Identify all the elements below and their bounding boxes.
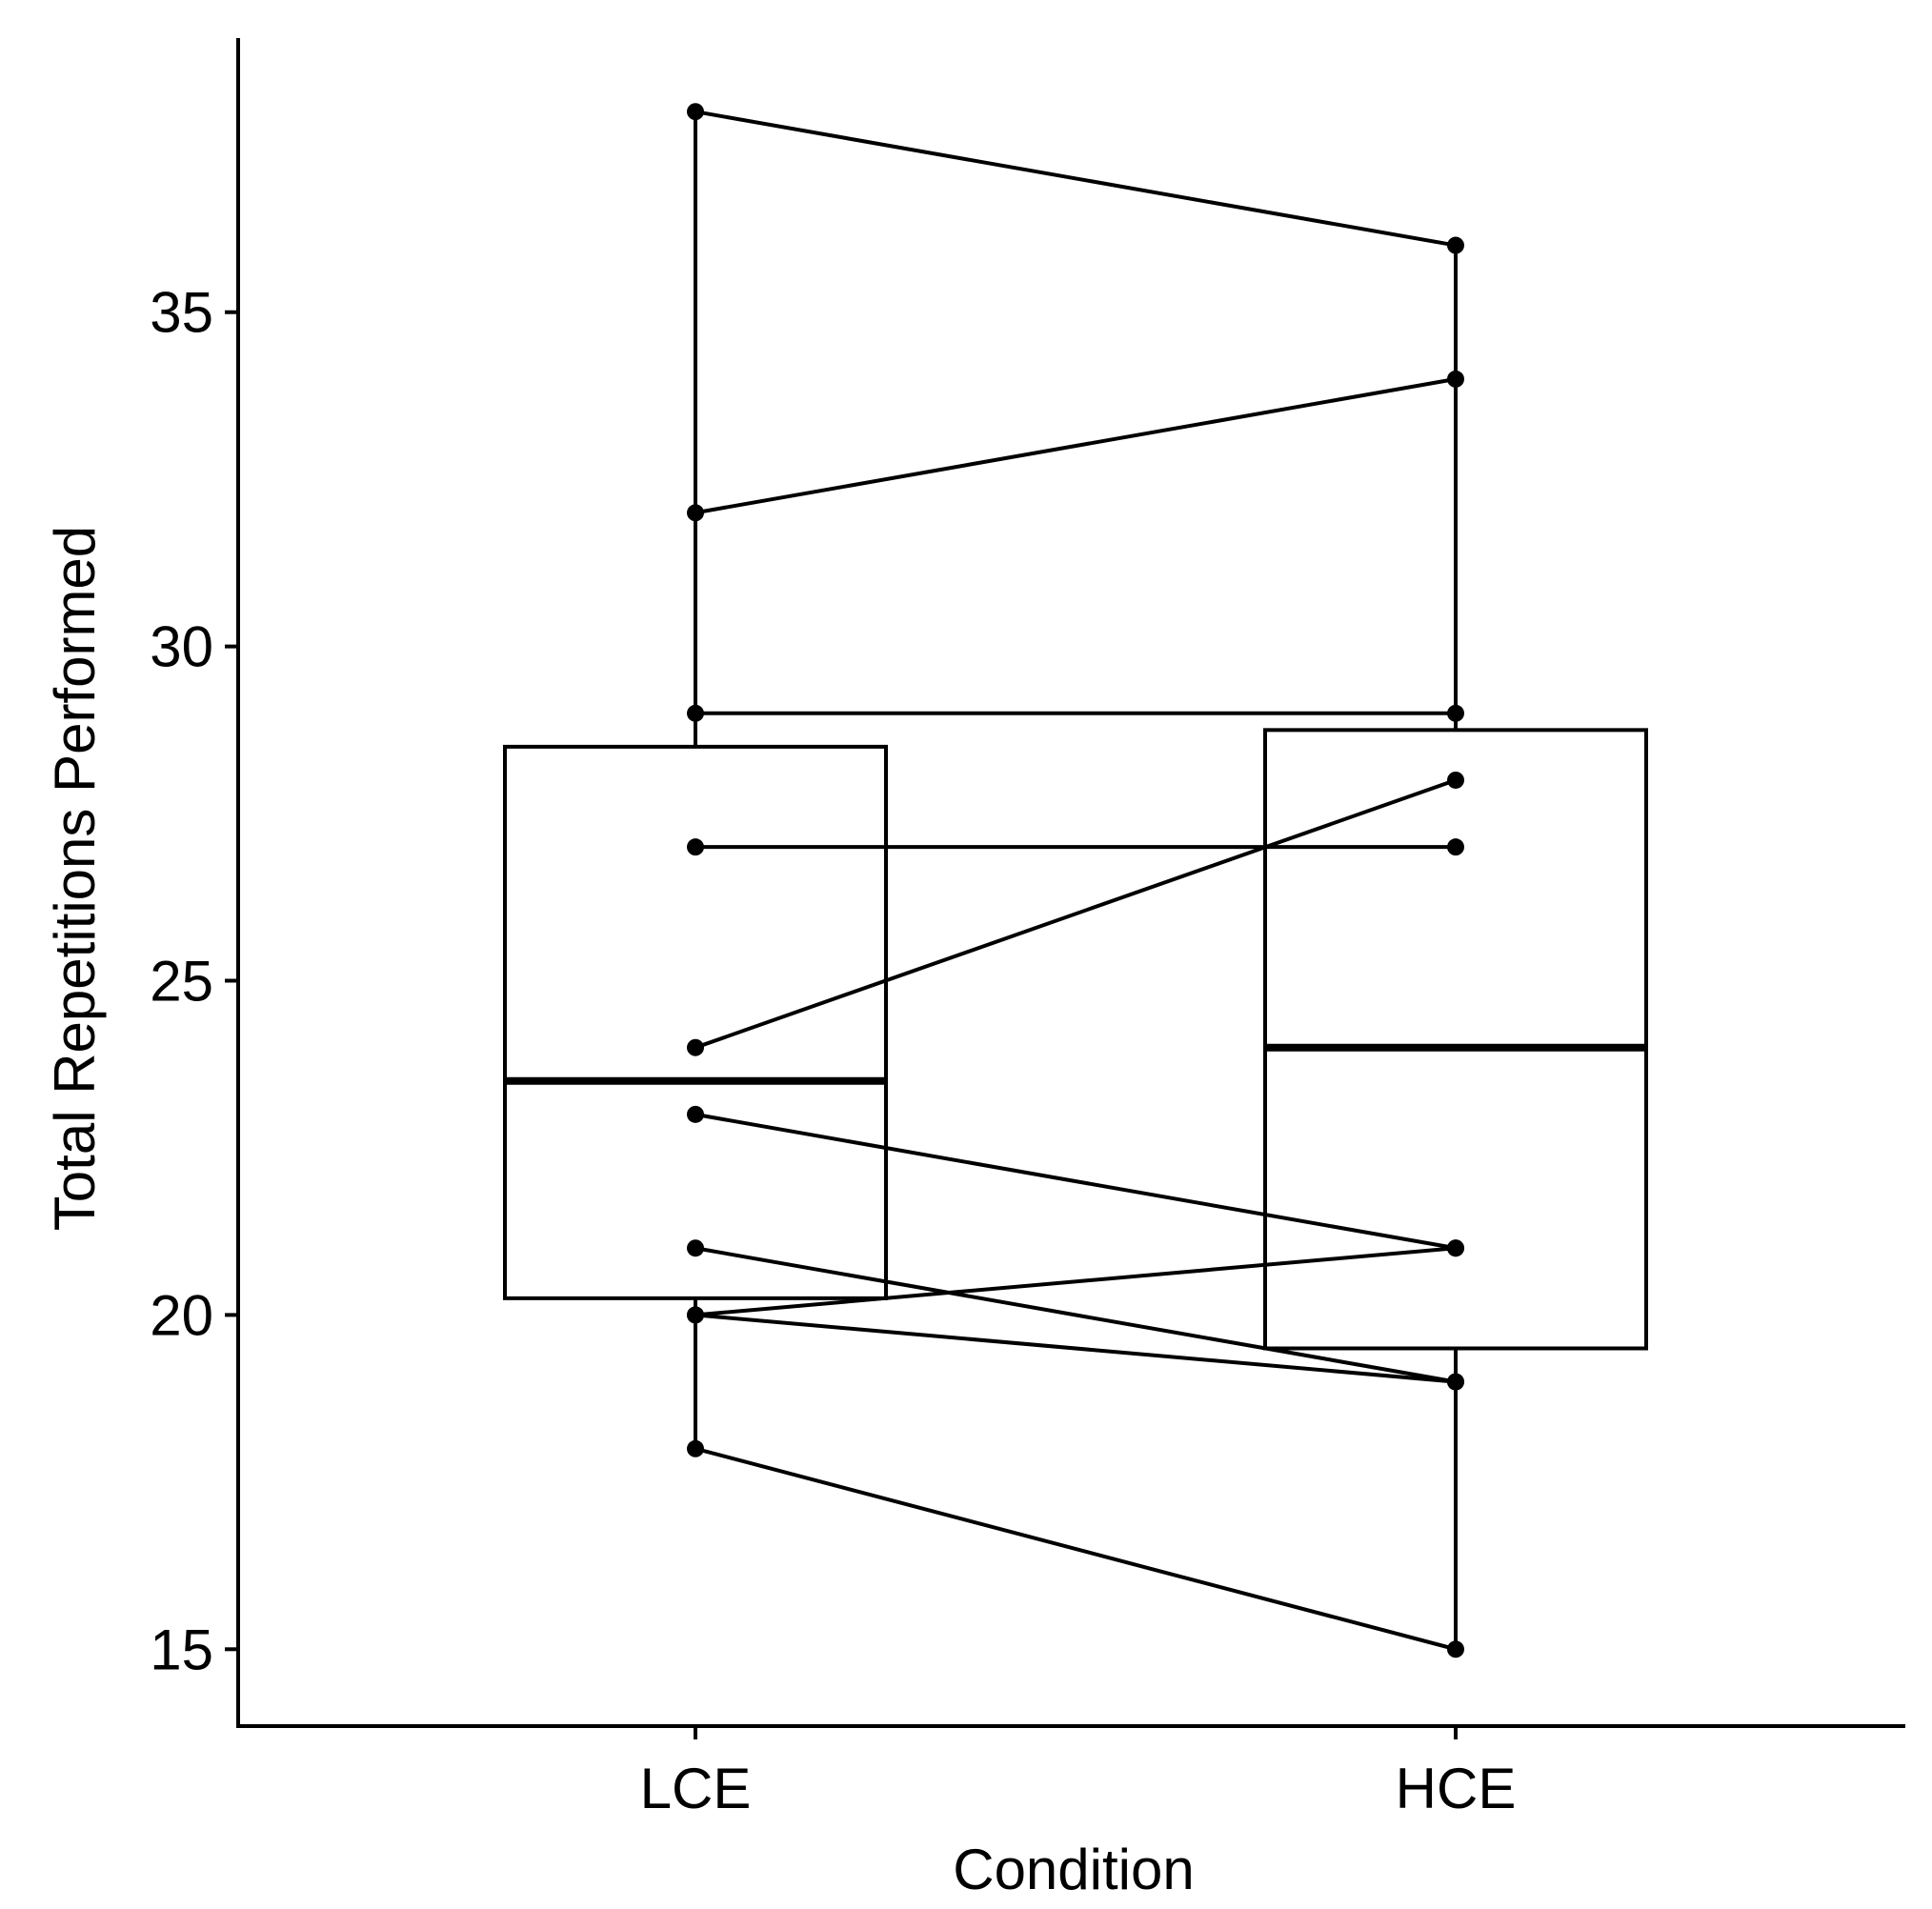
point-lce-4 (687, 838, 704, 856)
x-axis-title: Condition (953, 1838, 1195, 1901)
boxes-layer (503, 111, 1648, 1650)
point-lce-10 (687, 1439, 704, 1457)
point-hce-4 (1447, 838, 1464, 856)
points-layer (687, 103, 1464, 1658)
point-hce-3 (1447, 704, 1464, 722)
point-lce-7 (687, 1239, 704, 1257)
paired-line-2 (694, 376, 1457, 515)
paired-line-7 (694, 1246, 1457, 1384)
point-hce-8 (1447, 1239, 1464, 1257)
point-lce-2 (687, 504, 704, 522)
x-tick-label-hce: HCE (1396, 1757, 1517, 1820)
point-lce-9 (687, 1306, 704, 1324)
box-hce (1263, 728, 1648, 1351)
y-tick-label-20: 20 (150, 1283, 213, 1347)
box-lce (503, 744, 888, 1300)
point-lce-1 (687, 103, 704, 121)
y-axis-title: Total Repetitions Performed (43, 526, 107, 1231)
paired-lines-layer (694, 110, 1457, 1652)
point-hce-5 (1447, 771, 1464, 789)
point-lce-5 (687, 1038, 704, 1056)
point-lce-6 (687, 1105, 704, 1123)
point-lce-3 (687, 704, 704, 722)
x-tick-label-lce: LCE (640, 1757, 752, 1820)
point-hce-2 (1447, 370, 1464, 388)
paired-line-5 (694, 778, 1457, 1050)
y-tick-label-25: 25 (150, 950, 213, 1014)
y-tick-label-35: 35 (150, 281, 213, 345)
point-hce-9 (1447, 1373, 1464, 1391)
paired-line-1 (694, 110, 1457, 248)
x-ticks-layer: LCE HCE (640, 1726, 1517, 1820)
paired-line-9 (694, 1313, 1457, 1384)
y-ticks-layer: 15 20 25 30 35 (150, 281, 238, 1681)
axes-layer (236, 38, 1905, 1728)
paired-line-6 (694, 1112, 1457, 1251)
point-hce-1 (1447, 236, 1464, 254)
paired-line-10 (694, 1446, 1457, 1652)
point-hce-10 (1447, 1640, 1464, 1658)
paired-line-8 (694, 1246, 1457, 1317)
y-tick-label-15: 15 (150, 1618, 213, 1681)
y-tick-label-30: 30 (150, 615, 213, 679)
